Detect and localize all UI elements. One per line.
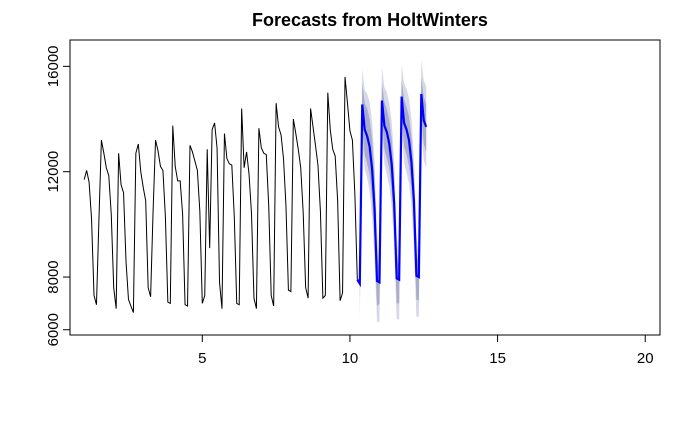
y-tick-label: 6000 (45, 313, 62, 346)
series-lines (83, 76, 428, 313)
x-tick-label: 10 (342, 350, 359, 367)
y-axis: 6000 8000 12000 16000 (45, 45, 71, 346)
chart-title: Forecasts from HoltWinters (252, 10, 488, 30)
x-tick-label: 20 (637, 350, 654, 367)
y-tick-label: 8000 (45, 260, 62, 293)
y-tick-label: 12000 (45, 151, 62, 193)
plot-frame (69, 39, 661, 336)
observed-series-line (83, 76, 358, 313)
x-tick-label: 15 (489, 350, 506, 367)
y-tick-label: 16000 (45, 45, 62, 87)
forecast-series-line (356, 93, 428, 288)
x-tick-label: 5 (198, 350, 206, 367)
x-axis: 5 10 15 20 (198, 334, 654, 367)
